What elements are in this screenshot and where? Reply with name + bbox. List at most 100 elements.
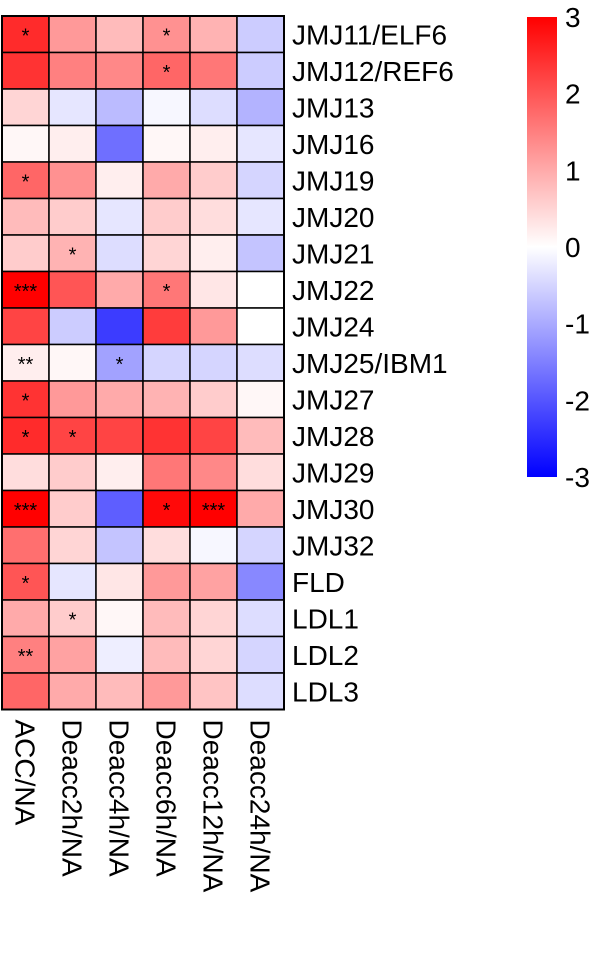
significance-marker: * — [22, 573, 30, 595]
row-label: LDL3 — [292, 676, 359, 707]
significance-marker: *** — [14, 500, 38, 522]
column-label: Deacc12h/NA — [198, 720, 229, 893]
heatmap-cell — [236, 635, 285, 674]
color-scale-tick-label: 1 — [565, 155, 581, 186]
row-label: JMJ22 — [292, 275, 374, 306]
significance-marker: * — [22, 171, 30, 193]
heatmap-cell — [1, 234, 50, 273]
heatmap-cell — [142, 88, 191, 127]
heatmap-cell — [236, 307, 285, 346]
heatmap-cells — [1, 15, 285, 711]
heatmap-cell — [48, 526, 97, 565]
heatmap-cell — [95, 599, 144, 638]
heatmap-cell — [189, 161, 238, 200]
heatmap-cell — [1, 453, 50, 492]
column-label: Deacc4h/NA — [104, 720, 135, 878]
significance-marker: * — [22, 427, 30, 449]
heatmap-cell — [189, 562, 238, 601]
heatmap-cell — [1, 526, 50, 565]
heatmap-cell — [236, 526, 285, 565]
significance-marker: * — [163, 25, 171, 47]
column-labels: ACC/NA Deacc2h/NA Deacc4h/NA Deacc6h/NA Deac… — [10, 720, 276, 893]
heatmap-cell — [95, 161, 144, 200]
heatmap-cell — [189, 124, 238, 163]
row-label: FLD — [292, 567, 345, 598]
heatmap-cell — [95, 270, 144, 309]
column-label: Deacc2h/NA — [57, 720, 88, 878]
heatmap-cell — [48, 635, 97, 674]
heatmap-cell — [48, 672, 97, 711]
heatmap-cell — [48, 270, 97, 309]
heatmap-cell — [48, 197, 97, 236]
row-label: JMJ32 — [292, 530, 374, 561]
heatmap-cell — [189, 672, 238, 711]
heatmap-cell — [1, 672, 50, 711]
heatmap-cell — [142, 526, 191, 565]
heatmap-cell — [236, 51, 285, 90]
heatmap-cell — [48, 489, 97, 528]
heatmap-cell — [48, 307, 97, 346]
heatmap-cell — [189, 453, 238, 492]
row-label: JMJ16 — [292, 129, 374, 160]
row-label: JMJ13 — [292, 92, 374, 123]
row-label: LDL1 — [292, 603, 359, 634]
row-label: JMJ28 — [292, 421, 374, 452]
column-label: ACC/NA — [10, 720, 41, 826]
heatmap-cell — [48, 416, 97, 455]
significance-marker: * — [163, 500, 171, 522]
heatmap-cell — [142, 672, 191, 711]
heatmap-cell — [189, 526, 238, 565]
heatmap-cell — [48, 124, 97, 163]
heatmap-cell — [142, 599, 191, 638]
heatmap-cell — [1, 51, 50, 90]
heatmap-cell — [95, 307, 144, 346]
heatmap-cell — [142, 234, 191, 273]
color-scale-tick-label: -1 — [565, 309, 590, 340]
significance-marker: ** — [18, 354, 34, 376]
heatmap-cell — [142, 562, 191, 601]
heatmap-cell — [236, 416, 285, 455]
heatmap-cell — [189, 307, 238, 346]
heatmap-cell — [236, 15, 285, 54]
significance-marker: * — [22, 25, 30, 47]
heatmap-cell — [1, 599, 50, 638]
heatmap-cell — [1, 307, 50, 346]
heatmap-cell — [236, 88, 285, 127]
heatmap-cell — [236, 453, 285, 492]
row-label: JMJ30 — [292, 494, 374, 525]
heatmap-cell — [236, 599, 285, 638]
significance-marker: ** — [18, 646, 34, 668]
row-label: JMJ24 — [292, 311, 374, 342]
heatmap-cell — [48, 88, 97, 127]
row-label: JMJ20 — [292, 202, 374, 233]
heatmap-cell — [142, 489, 191, 528]
heatmap-cell — [142, 380, 191, 419]
heatmap-cell — [95, 124, 144, 163]
column-label: Deacc6h/NA — [151, 720, 182, 878]
significance-marker: * — [69, 609, 77, 631]
heatmap-cell — [95, 562, 144, 601]
heatmap-cell — [95, 234, 144, 273]
color-scale-tick-label: 2 — [565, 79, 581, 110]
heatmap-cell — [142, 161, 191, 200]
heatmap-cell — [236, 234, 285, 273]
color-scale-tick-label: -2 — [565, 385, 590, 416]
heatmap-cell — [236, 562, 285, 601]
color-scale-legend: 3 2 1 0 -1 -2 -3 — [527, 2, 590, 493]
heatmap-cell — [236, 380, 285, 419]
column-label: Deacc24h/NA — [245, 720, 276, 893]
heatmap-cell — [189, 51, 238, 90]
heatmap-cell — [1, 124, 50, 163]
heatmap-cell — [95, 416, 144, 455]
row-label: LDL2 — [292, 640, 359, 671]
row-label: JMJ27 — [292, 384, 374, 415]
heatmap-cell — [48, 51, 97, 90]
heatmap-cell — [142, 343, 191, 382]
heatmap-cell — [236, 343, 285, 382]
row-label: JMJ21 — [292, 238, 374, 269]
heatmap-cell — [48, 343, 97, 382]
row-labels: JMJ11/ELF6 JMJ12/REF6 JMJ13 JMJ16 JMJ19 JMJ20… — [292, 19, 454, 707]
row-label: JMJ11/ELF6 — [292, 19, 447, 50]
heatmap-cell — [95, 51, 144, 90]
